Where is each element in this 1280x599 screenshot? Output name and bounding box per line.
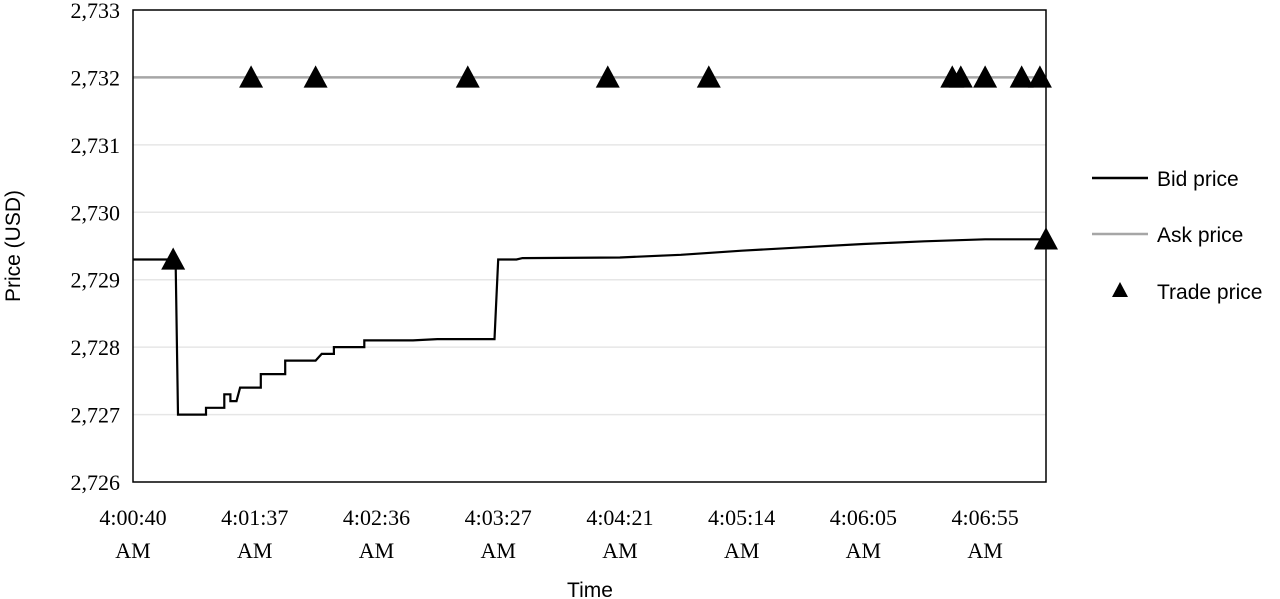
trade-price-marker xyxy=(948,65,973,88)
x-tick-label: 4:03:27 AM xyxy=(465,505,532,563)
y-tick-label: 2,729 xyxy=(71,268,121,293)
legend-label: Trade price xyxy=(1157,281,1262,304)
legend-item-ask-price: Ask price xyxy=(1092,224,1243,247)
x-tick-label: 4:02:36 AM xyxy=(343,505,410,563)
x-tick-label: 4:04:21 AM xyxy=(586,505,653,563)
trade-price-marker xyxy=(455,65,480,88)
trade-markers xyxy=(161,65,1058,270)
trade-price-marker xyxy=(239,65,264,88)
y-tick-label: 2,727 xyxy=(71,403,121,428)
trade-price-marker xyxy=(1009,65,1034,88)
y-tick-labels: 2,726 2,727 2,728 2,729 2,730 2,731 2,732 2,733 xyxy=(71,0,121,495)
legend-label: Bid price xyxy=(1157,168,1239,191)
x-tick-label: 4:06:05 AM xyxy=(830,505,897,563)
y-tick-label: 2,728 xyxy=(71,335,121,360)
trade-price-marker xyxy=(303,65,328,88)
legend-marker-triangle xyxy=(1112,282,1128,297)
x-tick-labels: 4:00:40 AM 4:01:37 AM 4:02:36 AM 4:03:27 AM 4:04… xyxy=(99,505,1018,563)
y-tick-label: 2,726 xyxy=(71,470,121,495)
x-tick-label: 4:05:14 AM xyxy=(708,505,775,563)
trade-price-marker xyxy=(161,247,186,270)
legend-item-trade-price: Trade price xyxy=(1112,281,1262,304)
y-axis-title: Price (USD) xyxy=(2,190,25,302)
plot-frame xyxy=(132,9,1047,483)
bid-price-line xyxy=(133,238,1046,416)
y-tick-label: 2,731 xyxy=(71,133,121,158)
x-tick-label: 4:00:40 AM xyxy=(99,505,166,563)
legend-label: Ask price xyxy=(1157,224,1243,247)
x-tick-label: 4:01:37 AM xyxy=(221,505,288,563)
gridlines xyxy=(133,76,1046,416)
y-tick-label: 2,732 xyxy=(71,65,121,90)
legend-item-bid-price: Bid price xyxy=(1092,168,1239,191)
legend: Bid price Ask price Trade price xyxy=(1092,168,1262,304)
trade-price-marker xyxy=(595,65,620,88)
y-tick-label: 2,730 xyxy=(71,200,121,225)
series-lines xyxy=(133,76,1046,416)
x-tick-label: 4:06:55 AM xyxy=(952,505,1019,563)
y-tick-label: 2,733 xyxy=(71,0,121,23)
trade-price-marker xyxy=(973,65,998,88)
trade-price-marker xyxy=(696,65,721,88)
x-axis-title: Time xyxy=(567,579,613,599)
